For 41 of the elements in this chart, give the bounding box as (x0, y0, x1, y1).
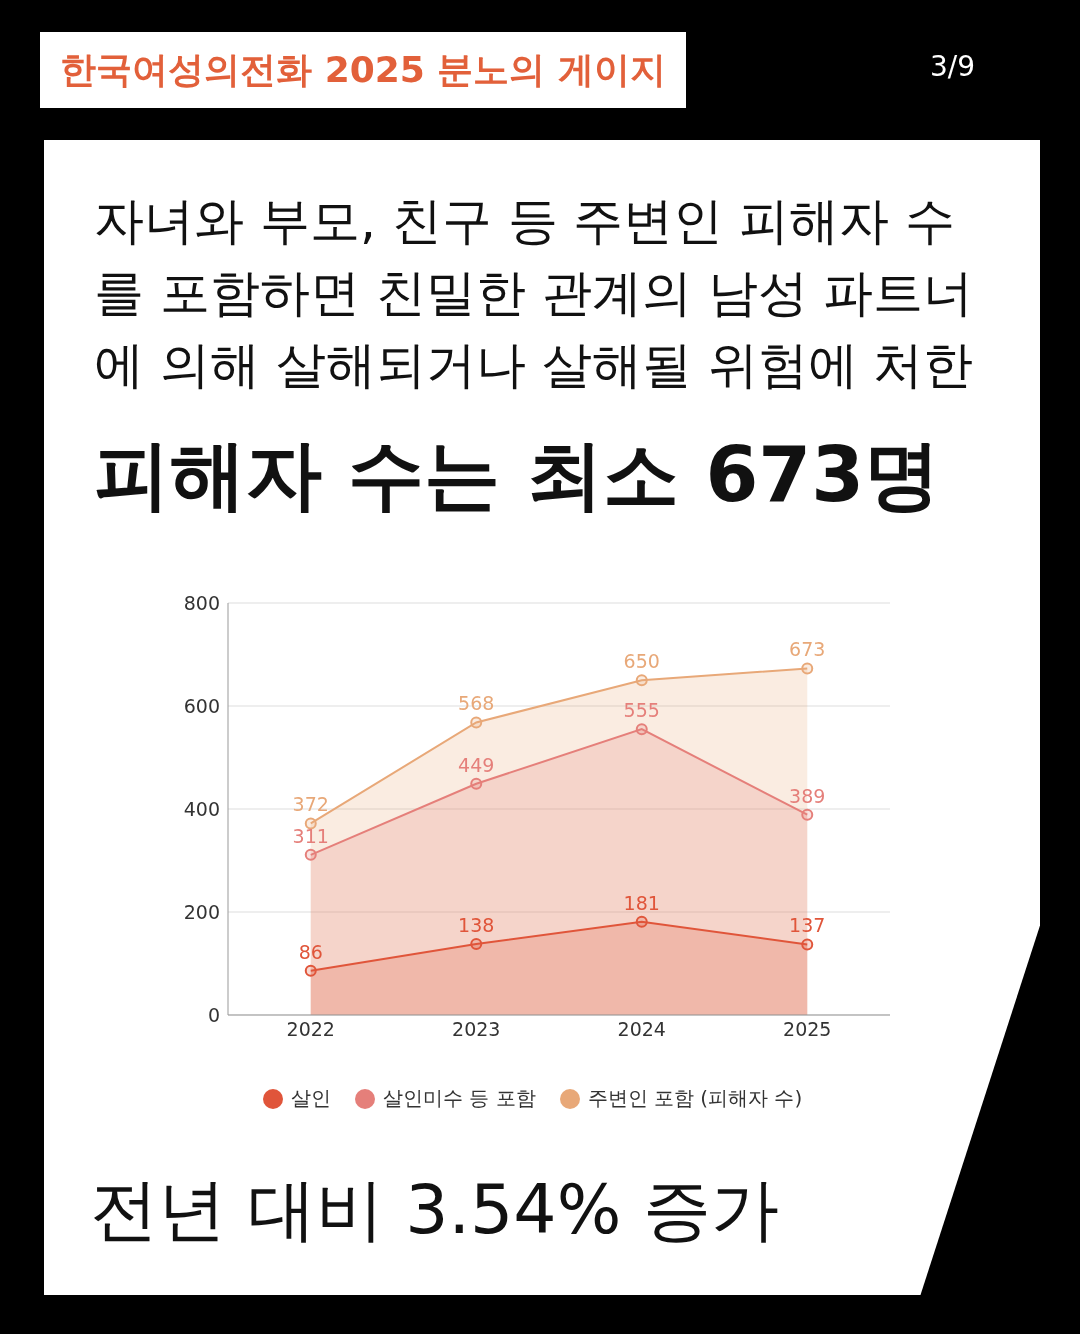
data-label: 555 (623, 699, 660, 722)
x-tick-label: 2022 (286, 1018, 335, 1041)
y-tick-label: 400 (183, 797, 220, 820)
legend-label: 주변인 포함 (피해자 수) (586, 1085, 803, 1112)
data-label: 138 (458, 913, 495, 936)
point (304, 848, 317, 861)
data-label: 673 (789, 638, 826, 661)
point (635, 674, 648, 687)
chart-subtitle: 피해자 수는 최소 673명 (94, 429, 941, 521)
point (304, 817, 317, 830)
legend-label: 살인미수 등 포함 (381, 1085, 536, 1112)
data-label: 372 (292, 793, 329, 816)
point (635, 723, 648, 736)
data-label: 311 (292, 824, 329, 847)
point (635, 915, 648, 928)
data-label: 181 (623, 891, 660, 914)
data-label: 650 (623, 650, 660, 673)
x-tick-label: 2023 (452, 1018, 501, 1041)
text: 3/9 (930, 50, 976, 83)
data-label: 137 (789, 914, 826, 937)
y-tick-label: 800 (183, 591, 220, 614)
data-label: 568 (458, 692, 495, 715)
text: 전년 대비 3.54% 증가 (90, 1169, 779, 1251)
point (801, 808, 814, 821)
point (304, 964, 317, 977)
legend-label: 살인 (289, 1085, 331, 1112)
y-tick-label: 600 (183, 694, 220, 717)
x-tick-label: 2024 (617, 1018, 666, 1041)
point (801, 662, 814, 675)
point (470, 777, 483, 790)
y-tick-label: 0 (207, 1003, 220, 1026)
data-label: 449 (458, 753, 495, 776)
text: 한국여성의전화 2025 분노의 게이지 (40, 32, 686, 108)
point (470, 716, 483, 729)
data-label: 389 (789, 784, 826, 807)
y-tick-label: 200 (183, 900, 220, 923)
point (801, 938, 814, 951)
data-label: 86 (298, 940, 323, 963)
point (470, 937, 483, 950)
chart-title: 자녀와 부모, 친구 등 주변인 피해자 수를 포함하면 친밀한 관계의 남성 파트너에 의해 살해되거나 살해될 위험에 처한 (94, 191, 975, 396)
x-tick-label: 2025 (783, 1018, 832, 1041)
